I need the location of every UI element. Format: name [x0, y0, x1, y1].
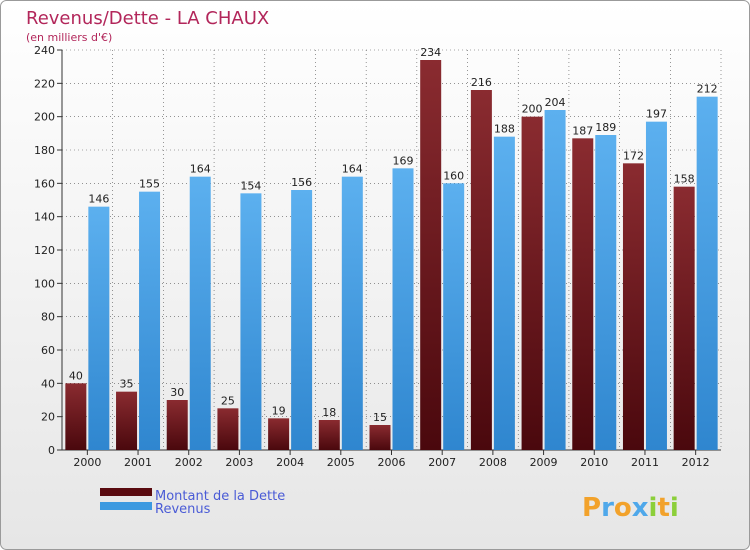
bar-revenue	[291, 190, 313, 450]
x-tick-label: 2005	[327, 456, 355, 469]
data-label-debt: 30	[170, 386, 184, 399]
legend: Montant de la Dette Revenus	[100, 488, 285, 517]
y-tick-label: 20	[41, 411, 55, 424]
bar-debt	[116, 391, 138, 450]
y-tick-label: 120	[34, 244, 55, 257]
data-label-debt: 40	[69, 369, 83, 382]
data-label-debt: 158	[674, 173, 695, 186]
y-tick-label: 220	[34, 77, 55, 90]
bar-revenue	[696, 96, 718, 451]
proxiti-logo: Proxiti	[582, 493, 679, 523]
y-tick-label: 100	[34, 277, 55, 290]
data-label-debt: 18	[322, 406, 336, 419]
bar-revenue	[544, 110, 566, 450]
bar-revenue	[189, 176, 211, 450]
y-tick-label: 140	[34, 211, 55, 224]
y-tick-label: 0	[48, 444, 55, 457]
bar-debt	[420, 60, 442, 450]
data-label-debt: 35	[120, 378, 134, 391]
x-tick-label: 2003	[225, 456, 253, 469]
axis-layer: 0 20 40 60 80 100 120 140 160 180 200 220 240 2000 200…	[34, 44, 721, 469]
x-tick-label: 2006	[378, 456, 406, 469]
bar-revenue	[493, 136, 515, 450]
legend-swatch-debt	[100, 488, 152, 496]
bar-debt	[65, 383, 87, 450]
bar-debt	[673, 186, 695, 450]
logo-text: Proxiti	[582, 493, 679, 523]
y-tick-label: 200	[34, 111, 55, 124]
data-label-debt: 187	[572, 124, 593, 137]
x-tick-label: 2012	[682, 456, 710, 469]
chart-title: Revenus/Dette - LA CHAUX	[26, 8, 269, 29]
data-label-revenue: 164	[342, 163, 363, 176]
y-tick-label: 40	[41, 377, 55, 390]
data-label-revenue: 156	[291, 176, 312, 189]
y-tick-label: 160	[34, 177, 55, 190]
x-tick-label: 2011	[631, 456, 659, 469]
data-label-debt: 172	[623, 149, 644, 162]
bar-revenue	[139, 191, 161, 450]
data-label-revenue: 189	[595, 121, 616, 134]
data-label-revenue: 188	[494, 123, 515, 136]
data-label-revenue: 160	[443, 169, 464, 182]
bar-revenue	[595, 135, 617, 450]
bar-debt	[470, 90, 492, 450]
bar-revenue	[88, 206, 110, 450]
data-label-revenue: 146	[88, 193, 109, 206]
bar-revenue	[645, 121, 667, 451]
bar-revenue	[392, 168, 414, 451]
x-tick-label: 2004	[276, 456, 304, 469]
chart-subtitle: (en milliers d'€)	[26, 31, 112, 44]
bar-debt	[521, 116, 543, 451]
data-label-debt: 200	[522, 103, 543, 116]
legend-label-revenue: Revenus	[155, 502, 211, 517]
bar-debt	[217, 408, 239, 450]
legend-label-debt: Montant de la Dette	[155, 489, 285, 504]
data-label-revenue: 197	[646, 108, 667, 121]
data-label-debt: 234	[420, 46, 441, 59]
data-label-debt: 19	[272, 404, 286, 417]
data-label-debt: 15	[373, 411, 387, 424]
x-tick-label: 2010	[580, 456, 608, 469]
y-tick-label: 180	[34, 144, 55, 157]
bar-debt	[268, 418, 290, 450]
bar-debt	[318, 420, 340, 450]
bar-revenue	[443, 183, 465, 451]
x-tick-label: 2002	[175, 456, 203, 469]
data-label-revenue: 212	[697, 83, 718, 96]
data-label-revenue: 204	[545, 96, 566, 109]
data-label-revenue: 169	[393, 154, 414, 167]
x-tick-label: 2008	[479, 456, 507, 469]
bar-debt	[166, 400, 188, 450]
data-labels-layer: 40 146 35 155 30 164 25 154 19 156 18 164 15 169 234 16…	[69, 46, 718, 424]
y-tick-label: 80	[41, 311, 55, 324]
y-tick-label: 60	[41, 344, 55, 357]
legend-swatch-revenue	[100, 502, 152, 510]
bar-debt	[622, 163, 644, 451]
x-tick-label: 2009	[530, 456, 558, 469]
data-label-revenue: 164	[190, 163, 211, 176]
data-label-revenue: 154	[240, 179, 261, 192]
bar-debt	[572, 138, 594, 451]
x-tick-label: 2001	[124, 456, 152, 469]
bar-revenue	[240, 193, 262, 451]
data-label-revenue: 155	[139, 178, 160, 191]
bar-revenue	[341, 176, 363, 450]
data-label-debt: 216	[471, 76, 492, 89]
x-tick-label: 2000	[73, 456, 101, 469]
bar-debt	[369, 425, 391, 450]
y-tick-label: 240	[34, 44, 55, 57]
x-tick-label: 2007	[428, 456, 456, 469]
bars-layer	[65, 60, 718, 451]
data-label-debt: 25	[221, 394, 235, 407]
